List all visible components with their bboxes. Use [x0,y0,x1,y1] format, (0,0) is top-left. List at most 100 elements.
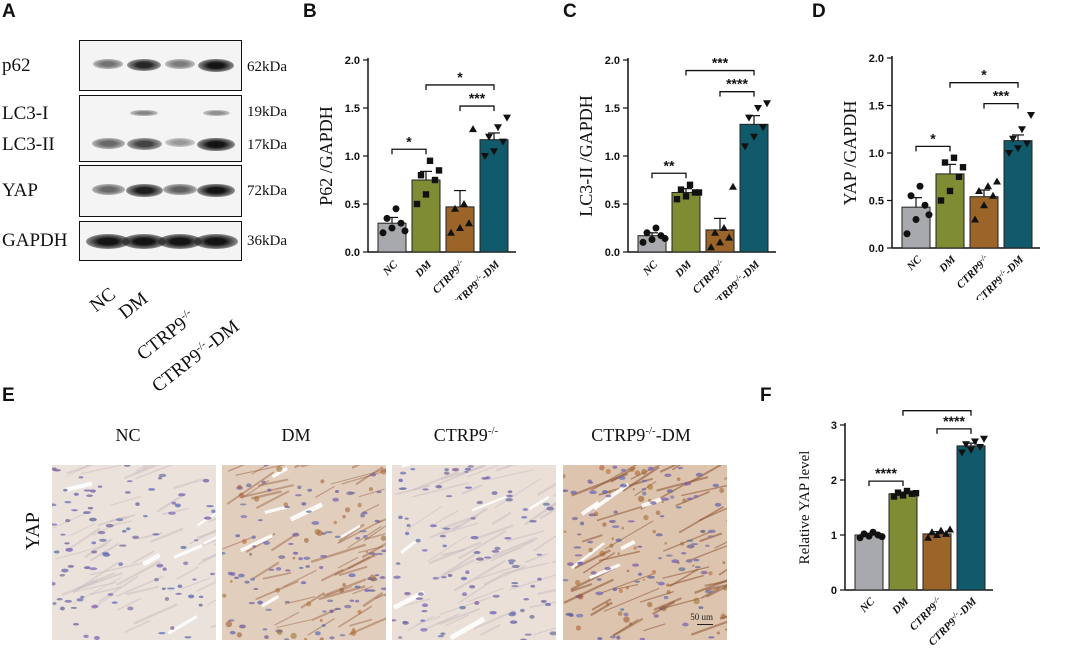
band-yap-lane-3 [163,183,197,195]
panel-letter-b: B [303,1,317,22]
y-tick-label: 2 [831,475,837,487]
wb-kda-gapdh: 36kDa [247,233,287,249]
y-tick-label: 1.0 [345,151,360,163]
significance-bracket [936,428,972,434]
data-point [401,227,409,235]
data-point [959,164,967,171]
data-point [924,533,932,541]
y-tick-label: 0.0 [605,247,620,259]
significance-bracket [685,69,755,76]
y-axis-label: LC3-II /GAPDH [576,95,596,217]
category-label: NC [857,595,877,615]
data-point [1027,112,1035,119]
category-label: DM [672,258,695,281]
ihc-image-ctrp9 [392,465,556,640]
blot-yap [79,165,242,217]
data-point [652,224,660,232]
data-point [903,487,911,495]
data-point [980,435,988,443]
data-point [413,200,421,208]
data-point [695,189,703,196]
data-point [860,530,868,538]
bar-4 [956,445,986,591]
panel-letter-f: F [760,385,772,406]
data-point [397,219,405,227]
blot-gapdh [79,221,242,261]
data-point [682,193,690,200]
data-point [673,196,681,203]
data-point [716,238,724,246]
data-point [456,224,464,231]
data-point [1009,135,1017,143]
bar-1 [854,534,884,591]
significance-label: * [981,67,987,83]
data-point [993,177,1001,185]
data-point [643,229,651,237]
data-point [503,114,511,122]
wb-label-yap: YAP [2,180,38,201]
data-point [729,182,737,190]
band-p62-lane-3 [165,59,195,69]
data-point [451,204,459,212]
blot-p62 [79,40,242,91]
data-point [648,236,656,244]
significance-bracket [425,84,495,90]
data-point [950,154,958,161]
ihc-texture [392,465,556,640]
wb-kda-p62: 62kDa [247,59,287,75]
bar-3 [922,533,952,591]
data-point [741,143,749,151]
data-point [750,133,758,141]
y-tick-label: 2.0 [605,55,620,67]
data-point [928,528,936,536]
y-tick-label: 0.5 [345,199,360,211]
ihc-title-ctrp9-dm: CTRP9-/--DM [591,425,691,445]
data-point [422,191,430,198]
data-point [975,187,983,194]
data-point [878,533,886,541]
panel-letter-c: C [563,1,577,22]
significance-bracket [915,145,951,152]
data-point [469,125,477,133]
band-lc3-i-lane-2 [130,109,158,117]
significance-label: *** [469,90,486,106]
band-lc3-i-lane-4 [202,109,230,117]
data-point [937,197,945,204]
data-point [971,438,979,446]
significance-label: * [930,130,936,146]
y-tick-label: 1.5 [869,101,884,113]
band-yap-lane-4 [197,183,235,198]
data-point [890,493,898,500]
band-gapdh-lane-2 [122,234,166,250]
data-point [707,243,715,251]
y-tick-label: 1.5 [605,103,620,115]
category-label: NC [640,258,660,278]
bar-4 [1003,140,1033,249]
data-point [869,528,877,536]
data-point [946,187,954,195]
data-point [933,531,941,538]
significance-bracket [983,102,1019,109]
data-point [903,230,911,238]
band-gapdh-lane-1 [86,234,130,250]
scale-bar [697,623,713,625]
data-point [494,124,502,132]
data-point [1014,145,1022,153]
wb-lane-dm: DM [115,288,153,324]
data-point [984,182,992,190]
category-label: DM [936,253,959,276]
significance-bracket [949,82,1019,88]
data-point [388,224,396,232]
data-point [925,211,933,219]
significance-label: ** [664,157,675,173]
data-point [460,200,468,207]
data-point [465,219,473,227]
data-point [485,133,493,141]
significance-label: * [457,69,463,85]
band-gapdh-lane-4 [194,234,238,250]
ihc-texture [563,465,727,640]
data-point [711,228,719,236]
data-point [916,182,924,190]
data-point [435,167,443,174]
ihc-title-ctrp9: CTRP9-/- [433,425,499,445]
